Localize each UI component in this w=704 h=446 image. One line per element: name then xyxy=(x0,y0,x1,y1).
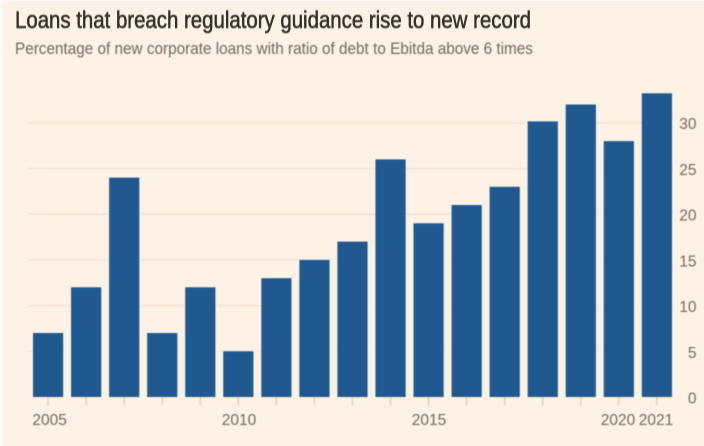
svg-text:2010: 2010 xyxy=(222,412,257,429)
svg-text:10: 10 xyxy=(679,299,697,316)
svg-text:2020: 2020 xyxy=(601,412,636,429)
svg-text:5: 5 xyxy=(688,345,697,362)
svg-text:25: 25 xyxy=(679,162,696,179)
svg-text:2021: 2021 xyxy=(639,412,673,429)
svg-text:20: 20 xyxy=(679,208,697,225)
svg-text:30: 30 xyxy=(679,116,697,133)
svg-text:2005: 2005 xyxy=(32,412,66,429)
svg-text:15: 15 xyxy=(679,253,696,270)
svg-text:2015: 2015 xyxy=(412,412,446,429)
svg-text:0: 0 xyxy=(688,391,697,408)
